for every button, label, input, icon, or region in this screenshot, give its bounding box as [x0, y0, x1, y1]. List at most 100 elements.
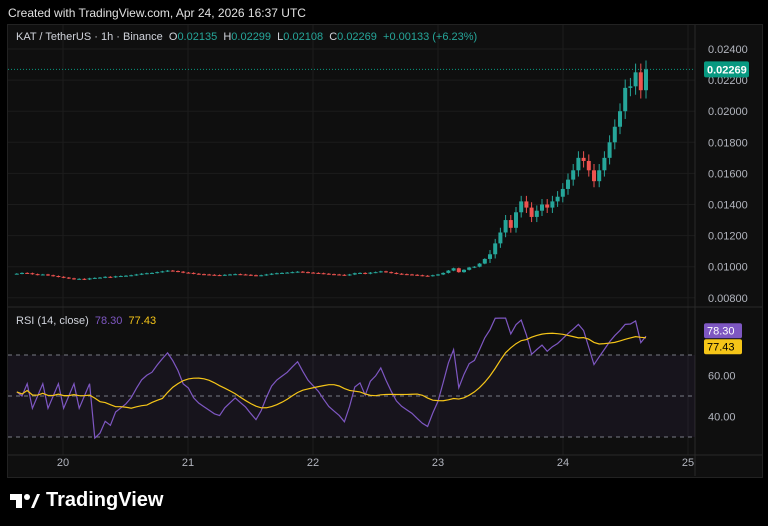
- candle-body: [560, 188, 565, 197]
- candle-body: [524, 201, 529, 208]
- candle-body: [415, 274, 420, 276]
- candle-body: [493, 243, 498, 255]
- candle-body: [363, 272, 368, 274]
- candle-body: [638, 72, 643, 91]
- candle-body: [118, 276, 123, 278]
- candle-body: [342, 274, 347, 276]
- candle-body: [170, 270, 175, 272]
- price-tick-label: 0.01400: [708, 200, 748, 212]
- candle-body: [311, 272, 316, 274]
- candle-body: [25, 272, 30, 274]
- low-label: L: [277, 31, 284, 43]
- candle-body: [326, 273, 331, 275]
- chart-frame[interactable]: [7, 24, 763, 478]
- price-tick-label: 0.00800: [708, 293, 748, 305]
- candle-body: [40, 274, 45, 276]
- rsi-value-badge: [704, 323, 742, 339]
- logo-text: TradingView: [46, 489, 164, 511]
- candle-body: [347, 274, 352, 276]
- candle-body: [519, 201, 524, 213]
- time-tick-label: 21: [182, 457, 194, 469]
- open-label: O: [168, 31, 178, 43]
- candle-body: [72, 278, 76, 280]
- candle-body: [191, 272, 196, 274]
- candle-body: [618, 111, 622, 127]
- candle-body: [337, 274, 342, 276]
- candle-body: [321, 273, 326, 275]
- candle-body: [566, 179, 570, 189]
- candle-body: [228, 274, 232, 276]
- candle-body: [139, 273, 144, 275]
- tradingview-logo-icon: [10, 493, 40, 508]
- candle-body: [290, 272, 295, 274]
- candle-body: [477, 263, 482, 267]
- candle-body: [623, 87, 628, 112]
- price-tick-label: 0.01200: [708, 231, 748, 243]
- tradingview-logo[interactable]: TradingView: [10, 489, 163, 512]
- candle-body: [92, 277, 97, 279]
- candle-body: [207, 274, 212, 276]
- candle-body: [51, 275, 56, 277]
- time-tick-label: 23: [432, 457, 444, 469]
- candle-body: [14, 273, 19, 275]
- candle-body: [633, 72, 638, 87]
- candle-body: [550, 201, 555, 208]
- price-tick-label: 0.02400: [708, 44, 748, 56]
- rsi-value: 78.30: [94, 315, 123, 327]
- candle-body: [87, 278, 92, 280]
- candle-body: [103, 276, 108, 278]
- candle-body: [576, 157, 581, 171]
- close-value: 0.02269: [337, 31, 377, 43]
- candle-body: [607, 142, 612, 158]
- candle-body: [61, 276, 66, 278]
- candle-body: [144, 273, 149, 275]
- candle-body: [436, 274, 440, 276]
- rsi-title[interactable]: RSI (14, close): [16, 315, 89, 327]
- candle-body: [316, 272, 321, 274]
- rsi-tick-label: 60.00: [708, 371, 736, 383]
- candle-body: [160, 271, 165, 273]
- candle-body: [217, 275, 222, 277]
- candle-body: [129, 275, 134, 277]
- candle-body: [404, 274, 409, 276]
- candle-body: [306, 272, 310, 274]
- time-tick-label: 24: [557, 457, 569, 469]
- candle-body: [368, 272, 373, 274]
- candle-body: [482, 258, 487, 264]
- candle-body: [212, 274, 217, 276]
- candle-body: [165, 270, 170, 272]
- symbol-title[interactable]: KAT / TetherUS · 1h · Binance: [16, 31, 163, 43]
- candle-body: [472, 266, 477, 268]
- candle-body: [259, 275, 264, 277]
- candle-body: [196, 273, 201, 275]
- candle-body: [20, 272, 24, 274]
- rsi-tick-label: 40.00: [708, 412, 736, 424]
- candle-body: [498, 232, 503, 244]
- candle-body: [508, 220, 513, 228]
- candle-body: [545, 204, 550, 208]
- candle-body: [514, 212, 518, 228]
- candle-body: [430, 275, 435, 277]
- close-label: C: [329, 31, 338, 43]
- candle-body: [300, 271, 305, 273]
- candle-body: [274, 273, 279, 275]
- candle-body: [352, 273, 357, 275]
- candle-body: [134, 274, 139, 276]
- candle-body: [451, 268, 456, 271]
- candle-body: [581, 157, 586, 161]
- candle-body: [176, 271, 180, 273]
- candle-body: [124, 275, 128, 277]
- high-label: H: [223, 31, 232, 43]
- candle-body: [56, 276, 61, 278]
- candle-body: [503, 220, 508, 233]
- candle-body: [602, 157, 607, 171]
- candle-body: [488, 254, 492, 259]
- price-tick-label: 0.02200: [708, 75, 748, 87]
- candle-body: [394, 272, 399, 274]
- candle-body: [243, 274, 248, 276]
- price-tick-label: 0.01800: [708, 137, 748, 149]
- candle-body: [202, 274, 206, 276]
- candle-body: [389, 272, 394, 274]
- candle-body: [66, 277, 71, 279]
